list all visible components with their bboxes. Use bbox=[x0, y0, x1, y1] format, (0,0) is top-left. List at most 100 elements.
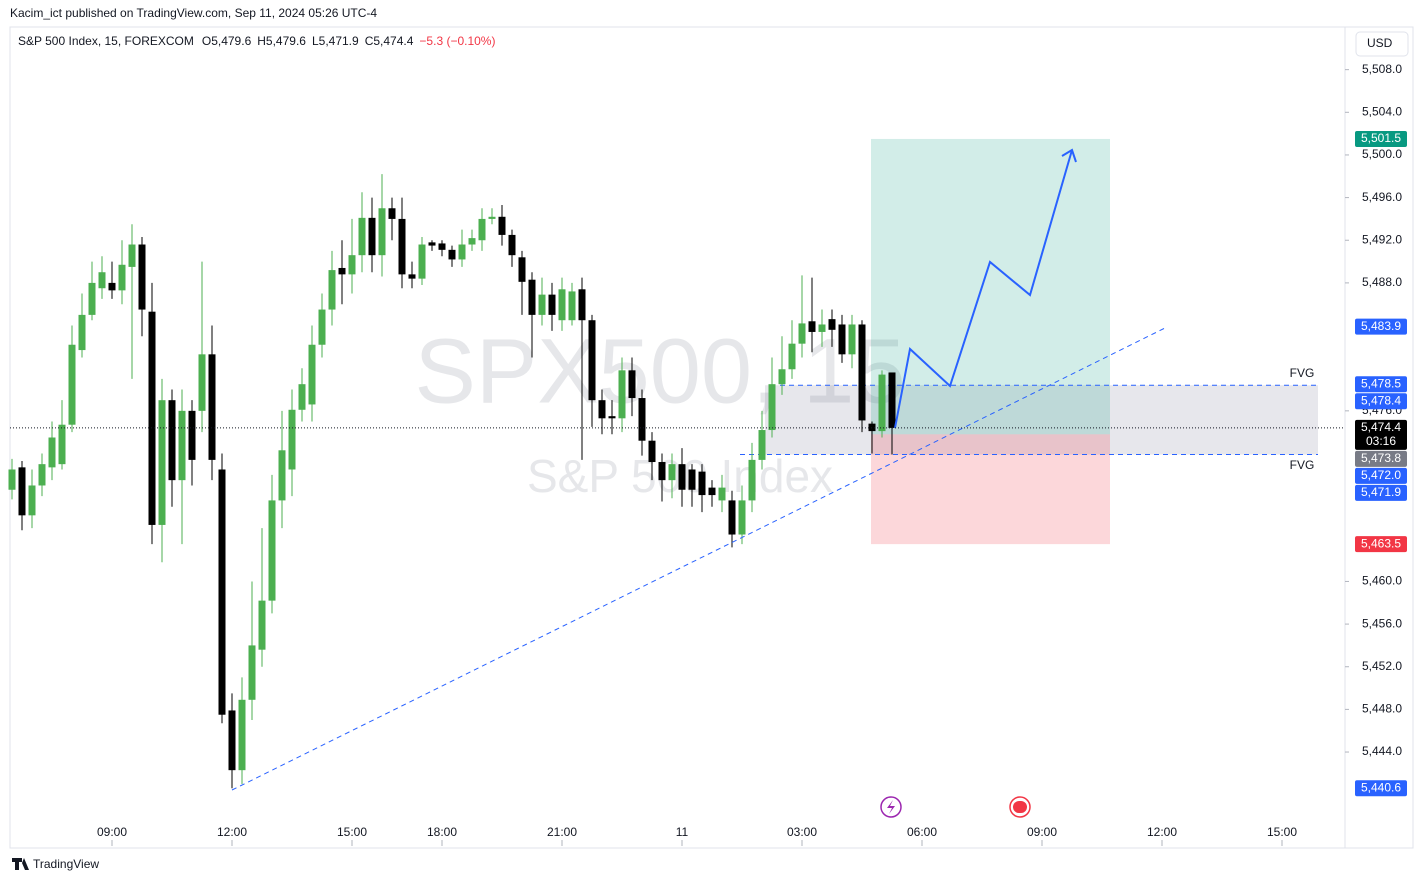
price-badge bbox=[1355, 393, 1407, 410]
lightning bbox=[887, 800, 895, 814]
y-tick-label: 5,448.0 bbox=[1362, 702, 1402, 716]
candle-body bbox=[788, 343, 796, 370]
publisher: Kacim_ict published on TradingView.com, … bbox=[10, 6, 377, 20]
candle-body bbox=[298, 384, 306, 410]
candle-body bbox=[628, 370, 636, 399]
candle-body bbox=[78, 314, 86, 351]
ohlc-name: O bbox=[202, 34, 211, 48]
candle-body bbox=[668, 464, 676, 481]
fvg-zone bbox=[765, 385, 1318, 455]
candle-body bbox=[878, 374, 886, 432]
candle-body bbox=[698, 471, 706, 496]
candle-body bbox=[238, 699, 246, 771]
candle-body bbox=[488, 216, 496, 219]
x-tick-label: 09:00 bbox=[1027, 825, 1057, 839]
candle-body bbox=[288, 409, 296, 470]
candle-body bbox=[638, 398, 646, 441]
candle-body bbox=[658, 462, 666, 481]
candle-body bbox=[208, 354, 216, 460]
x-tick-label: 11 bbox=[676, 825, 689, 839]
x-tick-label: 15:00 bbox=[1267, 825, 1297, 839]
trendline bbox=[231, 327, 1166, 791]
candle-body bbox=[378, 208, 386, 256]
candle-body bbox=[398, 218, 406, 275]
candle-body bbox=[768, 384, 776, 431]
candle-body bbox=[748, 459, 756, 501]
candle-body bbox=[508, 234, 516, 256]
price-badge-label: 5,478.4 bbox=[1361, 393, 1401, 407]
candle-body bbox=[428, 242, 436, 246]
candle-body bbox=[88, 282, 96, 315]
price-badge bbox=[1355, 318, 1407, 335]
candle-body bbox=[278, 450, 286, 501]
candle-body bbox=[838, 324, 846, 355]
projection-arrow bbox=[1061, 148, 1077, 163]
y-tick-label: 5,492.0 bbox=[1362, 232, 1402, 246]
candle-body bbox=[318, 309, 326, 345]
x-tick-label: 06:00 bbox=[907, 825, 937, 839]
candle-body bbox=[368, 217, 376, 256]
price-badge bbox=[1355, 450, 1407, 467]
price-badge-label: 5,440.6 bbox=[1361, 780, 1401, 794]
candle-body bbox=[268, 500, 276, 601]
candle-body bbox=[338, 267, 346, 275]
candle-body bbox=[178, 410, 186, 481]
ohlc-name: L bbox=[312, 34, 319, 48]
candle-body bbox=[498, 216, 506, 235]
candle-body bbox=[818, 324, 826, 332]
candle-body bbox=[158, 400, 166, 525]
candle-body bbox=[228, 710, 236, 771]
candle-body bbox=[808, 321, 816, 332]
candle-body bbox=[548, 294, 556, 315]
brand: TradingView bbox=[33, 857, 99, 871]
y-tick-label: 5,456.0 bbox=[1362, 616, 1402, 630]
candle-body bbox=[528, 279, 536, 315]
candle-body bbox=[248, 645, 256, 700]
candle-body bbox=[258, 600, 266, 650]
price-badge-label: 5,472.0 bbox=[1361, 468, 1401, 482]
y-tick-label: 5,444.0 bbox=[1362, 744, 1402, 758]
ohlc-name: H bbox=[257, 34, 266, 48]
candle-body bbox=[138, 244, 146, 310]
y-tick-label: 5,460.0 bbox=[1362, 574, 1402, 588]
price-badge-label: 5,478.5 bbox=[1361, 376, 1401, 390]
candle-body bbox=[728, 500, 736, 535]
ohlc-name: C bbox=[365, 34, 374, 48]
flag bbox=[1013, 801, 1027, 813]
y-tick-label: 5,508.0 bbox=[1362, 62, 1402, 76]
candle-body bbox=[198, 354, 206, 411]
price-badge-label: 5,474.4 bbox=[1361, 420, 1401, 434]
tv-logo bbox=[12, 858, 29, 870]
price-badge bbox=[1355, 130, 1407, 147]
ohlc-value: 5,471.9 bbox=[319, 34, 359, 48]
price-badge bbox=[1355, 484, 1407, 501]
candle-body bbox=[458, 244, 466, 260]
candle-body bbox=[118, 264, 126, 291]
candle-body bbox=[438, 243, 446, 250]
price-badge bbox=[1355, 780, 1407, 797]
candle-body bbox=[708, 487, 716, 496]
fvg-label: FVG bbox=[1290, 458, 1315, 472]
y-tick-label: 5,500.0 bbox=[1362, 147, 1402, 161]
candle-body bbox=[18, 467, 26, 516]
candle-body bbox=[888, 372, 896, 428]
target-zone bbox=[871, 138, 1110, 435]
candle-body bbox=[478, 218, 486, 241]
candle-body bbox=[588, 320, 596, 401]
candle-body bbox=[718, 487, 726, 501]
candle-body bbox=[758, 430, 766, 460]
x-tick-label: 12:00 bbox=[1147, 825, 1177, 839]
candle-body bbox=[468, 238, 476, 245]
price-badge bbox=[1355, 376, 1407, 393]
candle-body bbox=[558, 289, 566, 321]
currency-button[interactable] bbox=[1355, 31, 1409, 57]
x-tick-label: 21:00 bbox=[547, 825, 577, 839]
candle-body bbox=[408, 274, 416, 279]
candle-body bbox=[618, 370, 626, 419]
candle-body bbox=[38, 464, 46, 486]
candle-body bbox=[348, 255, 356, 275]
y-tick-label: 5,496.0 bbox=[1362, 190, 1402, 204]
legend: S&P 500 Index, 15, FOREXCOM O5,479.6 H5,47… bbox=[18, 34, 495, 48]
y-tick-label: 5,452.0 bbox=[1362, 659, 1402, 673]
